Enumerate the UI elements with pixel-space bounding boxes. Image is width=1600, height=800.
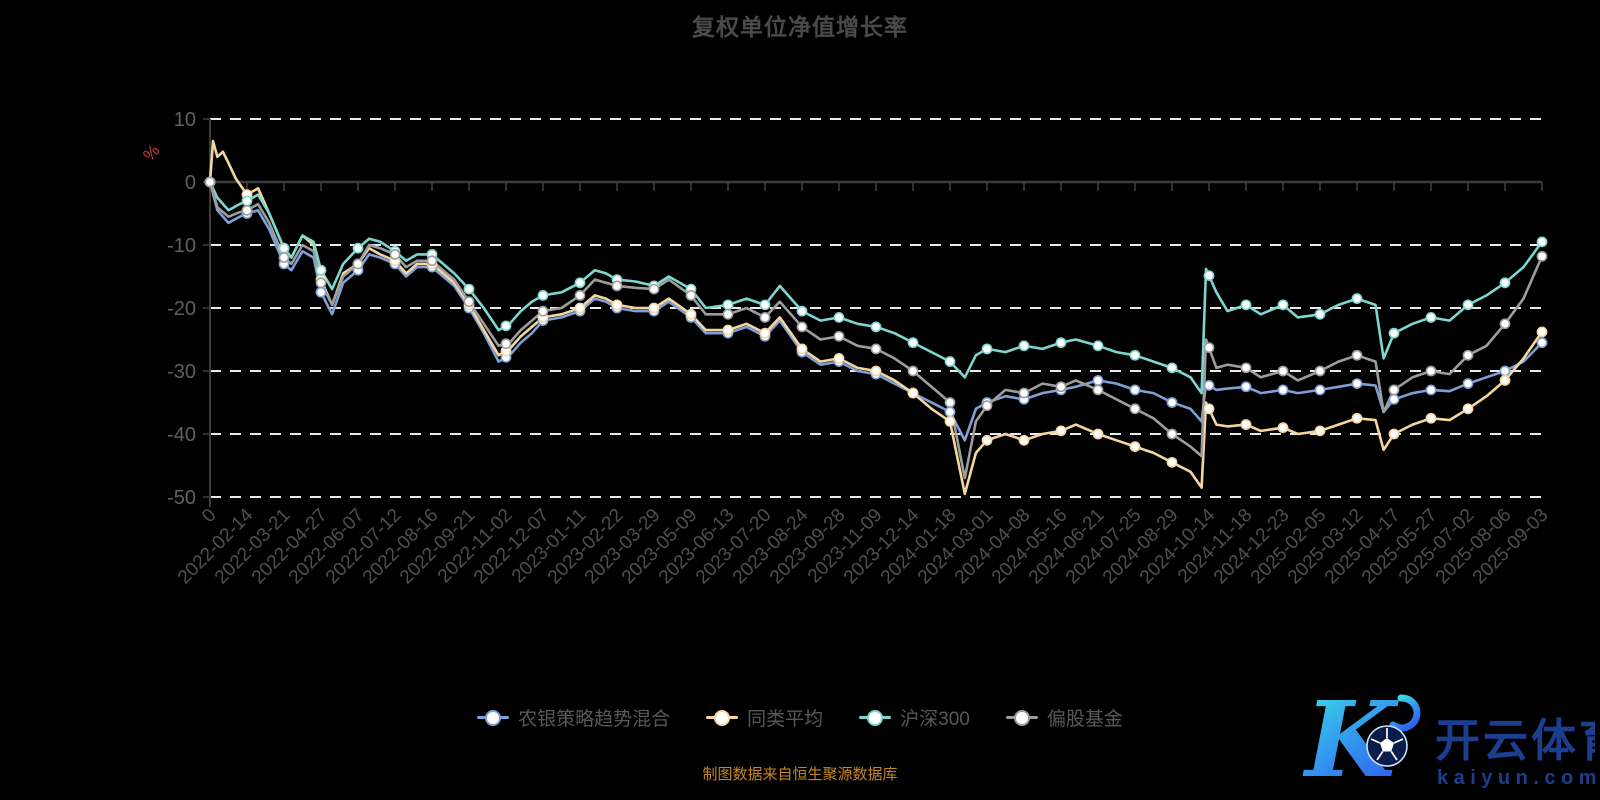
- legend-line-marker-icon: [1005, 709, 1038, 726]
- legend-label: 同类平均: [747, 709, 824, 730]
- legend-label: 沪深300: [900, 709, 970, 730]
- kaiyun-k-mark: K: [1302, 678, 1421, 796]
- svg-text:10: 10: [174, 109, 196, 131]
- chart-title: 复权单位净值增长率: [692, 14, 908, 40]
- svg-text:-50: -50: [167, 487, 196, 509]
- legend-label: 农银策略趋势混合: [518, 709, 671, 730]
- svg-text:-10: -10: [167, 235, 196, 257]
- series-line-1[interactable]: [208, 139, 1544, 496]
- legend-line-marker-icon: [859, 709, 892, 726]
- series-markers-3: [204, 176, 1548, 440]
- x-axis: [209, 180, 1543, 191]
- legend-line-marker-icon: [706, 709, 739, 726]
- x-axis-labels: 02022-02-142022-03-212022-04-272022-06-0…: [174, 504, 1553, 588]
- series-markers-0: [204, 176, 1548, 418]
- data-source-note: 制图数据来自恒生聚源数据库: [702, 766, 898, 783]
- svg-text:-20: -20: [167, 298, 196, 320]
- svg-text:0: 0: [185, 172, 196, 194]
- legend-line-marker-icon: [477, 709, 510, 726]
- legend-item-3[interactable]: 偏股基金: [1005, 704, 1123, 731]
- logo-domain-text: kaiyun.com: [1437, 767, 1595, 789]
- soccer-ball-icon: [1366, 725, 1408, 767]
- grid-lines: [210, 118, 1542, 498]
- y-axis-labels: 10 0 -10 -20 -30 -40 -50: [167, 109, 196, 509]
- legend-item-0[interactable]: 农银策略趋势混合: [477, 704, 670, 731]
- svg-text:-40: -40: [167, 424, 196, 446]
- chart-legend: 农银策略趋势混合 同类平均 沪深300 偏股基金: [0, 704, 1600, 731]
- swirl-decoration: [1389, 694, 1421, 732]
- legend-label: 偏股基金: [1046, 709, 1123, 730]
- kaiyun-logo[interactable]: K 开云体育 kaiyun.com: [1283, 676, 1595, 796]
- svg-text:0: 0: [198, 505, 220, 527]
- legend-item-1[interactable]: 同类平均: [706, 704, 823, 731]
- svg-text:-30: -30: [167, 361, 196, 383]
- y-axis-unit-label: %: [139, 141, 163, 165]
- logo-brand-text: 开云体育: [1435, 715, 1595, 766]
- series-line-0[interactable]: [208, 180, 1544, 442]
- legend-item-2[interactable]: 沪深300: [859, 704, 970, 731]
